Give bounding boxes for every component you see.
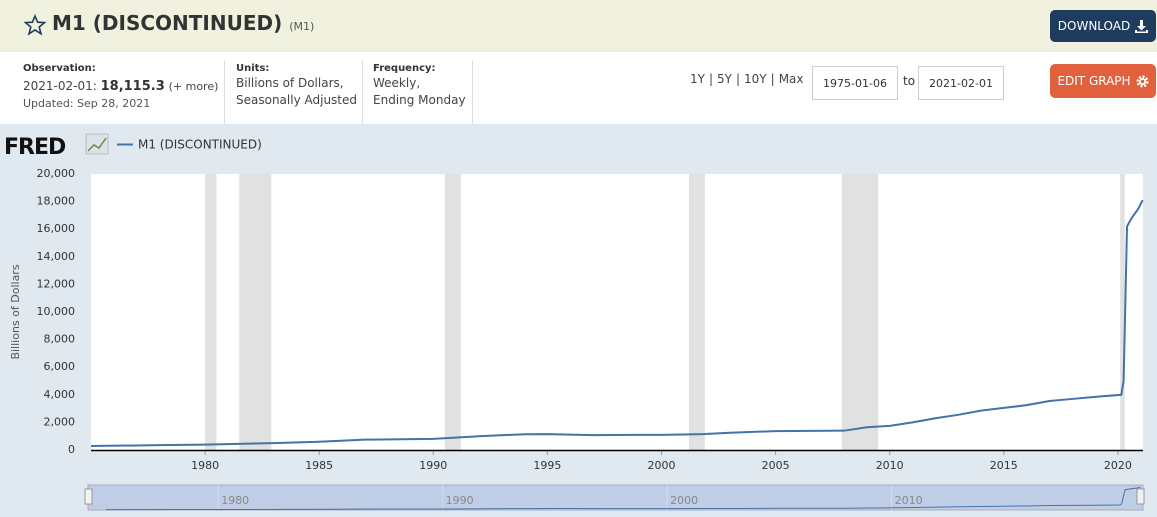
edit-graph-button[interactable]: EDIT GRAPH — [1050, 64, 1156, 98]
title-text: M1 (DISCONTINUED) — [52, 11, 283, 35]
download-icon — [1135, 19, 1149, 33]
recession-band — [1120, 174, 1125, 450]
y-tick-label: 14,000 — [37, 250, 76, 263]
y-tick-label: 20,000 — [37, 167, 76, 180]
navigator-tick-label: 1980 — [221, 494, 249, 507]
y-tick-label: 8,000 — [44, 333, 76, 346]
top-bar — [0, 0, 1157, 52]
x-tick-label: 1990 — [419, 459, 447, 472]
units-text: Billions of Dollars, Seasonally Adjusted — [236, 75, 357, 109]
navigator-handle[interactable] — [1136, 488, 1145, 505]
navigator-tick-label: 2010 — [895, 494, 923, 507]
navigator-line — [105, 486, 1141, 511]
observation-line: 2021-02-01: 18,115.3 (+ more) — [23, 78, 218, 95]
chart: FRED M1 (DISCONTINUED) Billions of Dolla… — [0, 124, 1157, 517]
updated-date: Updated: Sep 28, 2021 — [23, 97, 151, 110]
gear-icon — [1136, 75, 1149, 87]
y-tick-label: 4,000 — [44, 388, 76, 401]
navigator-tick-label: 1990 — [446, 494, 474, 507]
download-button[interactable]: DOWNLOAD — [1050, 10, 1156, 42]
x-tick-label: 2010 — [876, 459, 904, 472]
x-tick-label: 2000 — [647, 459, 675, 472]
divider — [472, 60, 473, 124]
x-tick-label: 1980 — [191, 459, 219, 472]
recession-band — [688, 174, 705, 450]
logo-icon — [85, 133, 109, 155]
y-tick-label: 6,000 — [44, 360, 76, 373]
navigator-handle[interactable] — [84, 488, 93, 505]
divider — [224, 60, 225, 124]
edit-graph-text: EDIT GRAPH — [1057, 74, 1131, 88]
y-tick-label: 12,000 — [37, 277, 76, 290]
y-tick-label: 10,000 — [37, 305, 76, 318]
x-tick-label: 1985 — [305, 459, 333, 472]
range-separator: | — [770, 72, 775, 86]
end-date-input[interactable]: 2021-02-01 — [918, 66, 1004, 100]
fred-logo: FRED — [4, 135, 66, 160]
y-axis-label: Billions of Dollars — [9, 264, 22, 359]
recession-band — [841, 174, 879, 450]
range-separator: | — [708, 72, 714, 86]
data-line — [90, 199, 1144, 447]
units-line: Billions of Dollars, — [236, 76, 344, 90]
navigator-tick-label: 2000 — [670, 494, 698, 507]
star-icon[interactable] — [24, 14, 46, 36]
recession-band — [239, 174, 272, 450]
legend-label: M1 (DISCONTINUED) — [138, 138, 262, 152]
x-tick-label: 1995 — [533, 459, 561, 472]
observation-label: Observation: — [23, 63, 96, 74]
frequency-label: Frequency: — [373, 63, 436, 74]
series-id: (M1) — [289, 20, 315, 33]
x-tick-label: 2020 — [1104, 459, 1132, 472]
units-label: Units: — [236, 63, 270, 74]
observation-value: 18,115.3 — [100, 79, 165, 94]
start-date-input[interactable]: 1975-01-06 — [812, 66, 898, 100]
range-button[interactable]: 5Y — [717, 72, 732, 86]
y-tick-label: 18,000 — [37, 195, 76, 208]
units-line: Seasonally Adjusted — [236, 93, 358, 107]
y-tick-label: 16,000 — [37, 222, 76, 235]
range-button[interactable]: 10Y — [744, 72, 767, 86]
y-tick-label: 0 — [68, 443, 75, 456]
to-label: to — [903, 74, 916, 88]
frequency-text: Weekly, Ending Monday — [373, 75, 466, 109]
more-link[interactable]: (+ more) — [168, 80, 219, 93]
frequency-line: Ending Monday — [373, 93, 466, 107]
range-buttons: 1Y | 5Y | 10Y | Max — [688, 72, 806, 86]
range-button[interactable]: Max — [778, 72, 804, 86]
recession-band — [444, 174, 461, 450]
observation-date: 2021-02-01: — [23, 79, 97, 93]
divider — [362, 60, 363, 124]
frequency-line: Weekly, — [373, 76, 421, 90]
download-text: DOWNLOAD — [1057, 19, 1131, 33]
range-separator: | — [735, 72, 741, 86]
x-tick-label: 2005 — [762, 459, 790, 472]
recession-band — [205, 174, 217, 450]
y-tick-label: 2,000 — [44, 415, 76, 428]
range-button[interactable]: 1Y — [690, 72, 705, 86]
x-tick-label: 2015 — [990, 459, 1018, 472]
series-title: M1 (DISCONTINUED) (M1) — [52, 11, 314, 35]
